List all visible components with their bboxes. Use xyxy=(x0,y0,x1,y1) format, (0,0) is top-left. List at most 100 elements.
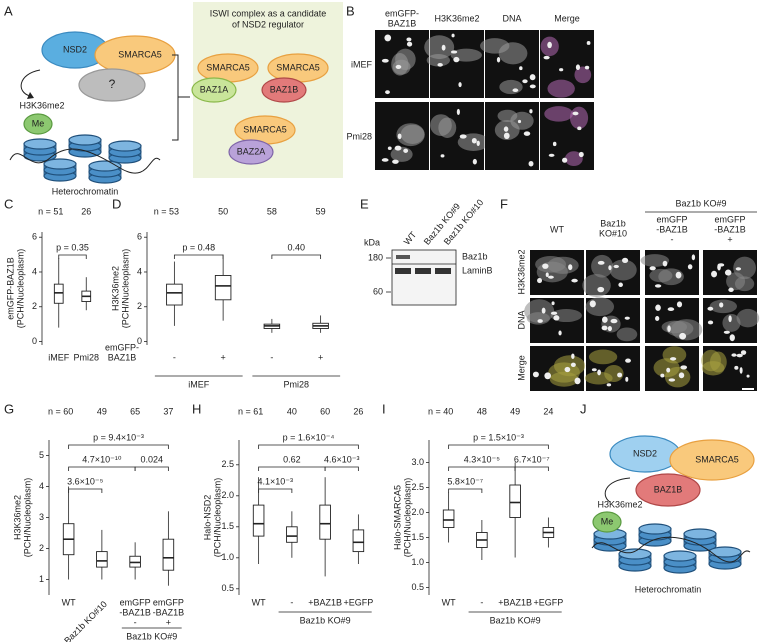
shape xyxy=(542,263,549,269)
label: - xyxy=(290,597,293,607)
label: Baz1b xyxy=(600,218,626,228)
box xyxy=(214,275,232,301)
label: J xyxy=(580,401,587,416)
shape xyxy=(571,278,578,283)
shape xyxy=(597,369,601,376)
shape xyxy=(578,151,584,158)
shape xyxy=(655,304,661,311)
label: Merge xyxy=(554,13,580,23)
label: NSD2 xyxy=(633,448,657,458)
shape xyxy=(668,378,676,382)
shape xyxy=(499,79,523,95)
shape xyxy=(585,297,615,317)
label: 3 xyxy=(39,512,44,522)
shape xyxy=(618,548,652,560)
label: 4 xyxy=(137,266,142,276)
blot xyxy=(391,249,457,306)
shape xyxy=(728,287,734,293)
label: SMARCA5 xyxy=(118,49,162,59)
shape xyxy=(728,315,732,323)
shape xyxy=(541,307,546,314)
shape xyxy=(544,372,552,380)
shape xyxy=(663,550,697,562)
shape xyxy=(618,282,623,288)
label: p = 0.48 xyxy=(182,242,215,252)
shape xyxy=(709,351,727,373)
label: emGFP-BAZ1B xyxy=(5,257,15,320)
bracket xyxy=(514,466,549,471)
shape xyxy=(610,318,618,324)
bracket xyxy=(68,488,103,493)
label: 3.0 xyxy=(411,457,424,467)
label: 0.5 xyxy=(411,582,424,592)
label: 0.62 xyxy=(283,454,301,464)
label: Merge xyxy=(516,355,526,381)
label: emGFP xyxy=(120,597,151,607)
shape xyxy=(553,355,586,377)
shape xyxy=(395,64,402,69)
shape xyxy=(662,260,668,267)
shape xyxy=(607,325,612,332)
label: 4.7×10⁻¹⁰ xyxy=(82,454,122,464)
shape xyxy=(450,50,458,54)
shape xyxy=(496,57,501,63)
label: n = 53 xyxy=(154,206,179,216)
shape xyxy=(709,299,738,314)
shape xyxy=(392,159,399,164)
shape xyxy=(601,325,608,331)
shape xyxy=(480,38,510,54)
shape xyxy=(68,134,102,146)
shape xyxy=(458,82,462,88)
label: + xyxy=(318,352,323,362)
label: Pmi28 xyxy=(73,352,99,362)
label: - xyxy=(480,597,483,607)
label: ISWI complex as a candidate xyxy=(210,8,327,18)
band xyxy=(396,255,410,259)
label: H xyxy=(192,401,201,416)
shape xyxy=(551,301,555,306)
label: 2.5 xyxy=(221,459,234,469)
shape xyxy=(734,365,739,370)
label: 1 xyxy=(39,574,44,584)
shape xyxy=(545,272,549,277)
shape xyxy=(570,362,576,368)
shape xyxy=(602,316,608,323)
shape xyxy=(660,373,665,378)
label: + xyxy=(727,234,732,244)
shape xyxy=(667,325,671,333)
label: SMARCA5 xyxy=(276,62,320,72)
box xyxy=(96,551,108,568)
label: n = 51 xyxy=(38,206,63,216)
label: 40 xyxy=(287,406,297,416)
label: Baz1b KO#9 xyxy=(300,615,351,625)
label: -BAZ1B xyxy=(714,224,746,234)
shape xyxy=(591,368,597,372)
label: +EGFP xyxy=(343,597,373,607)
shape xyxy=(476,140,480,146)
shape xyxy=(717,263,721,271)
label: 5 xyxy=(39,450,44,460)
label: 2 xyxy=(137,301,142,311)
shape xyxy=(568,264,573,271)
label: 48 xyxy=(477,406,487,416)
shape xyxy=(400,124,425,144)
label: (PCH/Nucleoplasm) xyxy=(15,249,25,329)
label: LaminB xyxy=(462,265,493,275)
label: H3K36me2 xyxy=(434,13,479,23)
shape xyxy=(707,320,714,325)
label: H3K36me2 xyxy=(12,495,22,540)
shape xyxy=(537,319,543,323)
label: 1.0 xyxy=(221,552,234,562)
shape xyxy=(549,371,579,387)
shape xyxy=(606,383,612,387)
label: 24 xyxy=(543,406,553,416)
bracket xyxy=(68,466,136,471)
bracket xyxy=(172,54,190,141)
label: I xyxy=(382,401,386,416)
shape xyxy=(592,511,622,533)
dna xyxy=(9,148,161,174)
shape xyxy=(528,160,534,167)
bracket xyxy=(448,488,483,493)
shape xyxy=(547,41,552,49)
